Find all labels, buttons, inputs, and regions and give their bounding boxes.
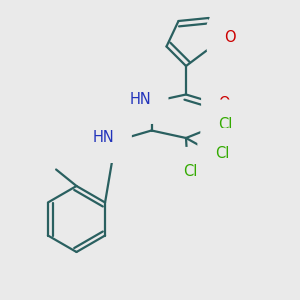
Text: O: O bbox=[224, 30, 235, 45]
Text: Cl: Cl bbox=[183, 164, 197, 179]
Text: Cl: Cl bbox=[215, 146, 229, 160]
Text: HN: HN bbox=[129, 92, 151, 106]
Text: HN: HN bbox=[93, 130, 114, 146]
Text: O: O bbox=[219, 96, 230, 111]
Text: Cl: Cl bbox=[218, 117, 232, 132]
